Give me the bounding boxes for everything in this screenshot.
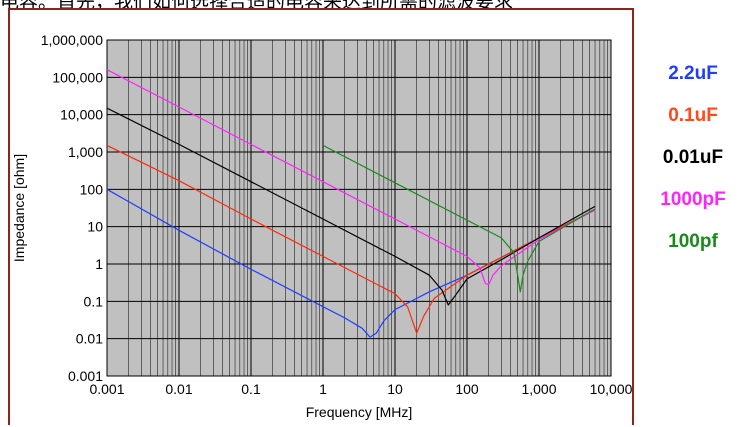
series-line-0.1uf [106, 144, 596, 334]
x-axis-label: Frequency [MHz] [306, 404, 413, 420]
x-tick-label: 0.001 [89, 381, 124, 397]
y-tick-label: 100,000 [52, 69, 103, 85]
y-axis-label: Impedance [ohm] [11, 154, 27, 262]
x-tick-label: 0.01 [165, 381, 192, 397]
legend-item-100pf: 100pf [668, 231, 718, 252]
series-line-100pf [322, 144, 596, 293]
x-tick-label: 1,000 [521, 381, 556, 397]
x-tick-label: 10,000 [590, 381, 633, 397]
header-text: 电容。首先，我们如何选择合适的电容来达到所需的滤波要求 [0, 0, 514, 11]
legend-item-0.01uf: 0.01uF [662, 147, 724, 168]
y-tick-label: 1,000,000 [41, 32, 103, 48]
y-tick-label: 1 [95, 256, 103, 272]
y-tick-label: 0.01 [76, 331, 103, 347]
series-line-0.01uf [106, 107, 596, 306]
y-tick-label: 10,000 [60, 107, 103, 123]
chart-frame: 0.001 0.01 0.1 1 10 100 1,000 10,000 1,000,000 1… [8, 8, 634, 425]
y-tick-label: 0.001 [68, 368, 103, 384]
x-tick-label: 100 [455, 381, 479, 397]
x-tick-labels: 0.001 0.01 0.1 1 10 100 1,000 10,000 [89, 381, 632, 397]
series-line-1000pf [106, 69, 596, 286]
legend-item-0.1uf: 0.1uF [668, 105, 718, 126]
plot-border [106, 39, 612, 377]
y-tick-labels: 1,000,000 100,000 10,000 1,000 100 10 1 0.1 0.01… [41, 32, 104, 384]
chart-svg: 0.001 0.01 0.1 1 10 100 1,000 10,000 1,000,0001… [11, 32, 633, 420]
x-tick-label: 0.1 [241, 381, 261, 397]
legend-item-1000pf: 1000pF [660, 189, 726, 210]
series-line-2.2uf [106, 188, 596, 338]
plot-area [107, 40, 611, 376]
x-tick-label: 1 [319, 381, 327, 397]
x-tick-label: 10 [387, 381, 403, 397]
minor-gridlines [128, 40, 608, 376]
series-group [106, 69, 596, 338]
y-tick-label: 1,000 [68, 144, 103, 160]
y-tick-label: 0.1 [84, 293, 104, 309]
legend-item-2.2uf: 2.2uF [668, 63, 718, 84]
y-tick-label: 100 [80, 181, 104, 197]
y-tick-label: 10 [87, 219, 103, 235]
